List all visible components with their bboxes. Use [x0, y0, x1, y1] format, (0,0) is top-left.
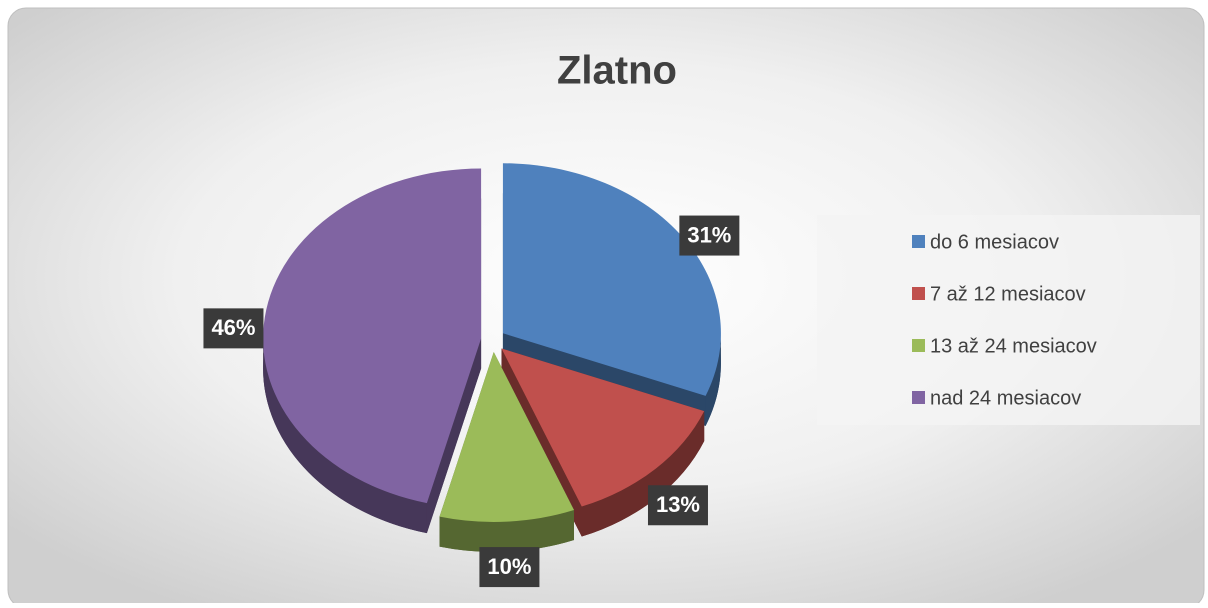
slice-rim [581, 411, 705, 537]
legend-label: 13 až 24 mesiacov [930, 335, 1097, 357]
slice-rim [263, 338, 427, 534]
legend-label: do 6 mesiacov [930, 231, 1059, 253]
slice-rim [439, 510, 575, 552]
legend-box [817, 215, 1200, 425]
data-label-box [479, 547, 540, 588]
pie-slice [501, 348, 705, 507]
legend-label: 7 až 12 mesiacov [930, 283, 1086, 305]
data-label: 10% [487, 554, 531, 579]
slice-rim [705, 333, 721, 426]
data-label: 13% [656, 492, 700, 517]
pie-slice [263, 168, 482, 504]
legend-swatch [912, 339, 925, 352]
legend-swatch [912, 287, 925, 300]
legend-label: nad 24 mesiacov [930, 387, 1081, 409]
pie-slice [502, 163, 721, 396]
data-label: 31% [687, 222, 731, 247]
chart-title: Zlatno [557, 49, 677, 93]
data-label-box [679, 215, 740, 256]
slice-wall [426, 338, 482, 534]
data-label-box [203, 308, 264, 349]
legend-swatch [912, 235, 925, 248]
data-label-box [647, 485, 708, 526]
data-label: 46% [211, 315, 255, 340]
legend-swatch [912, 391, 925, 404]
pie-slice [439, 351, 575, 522]
